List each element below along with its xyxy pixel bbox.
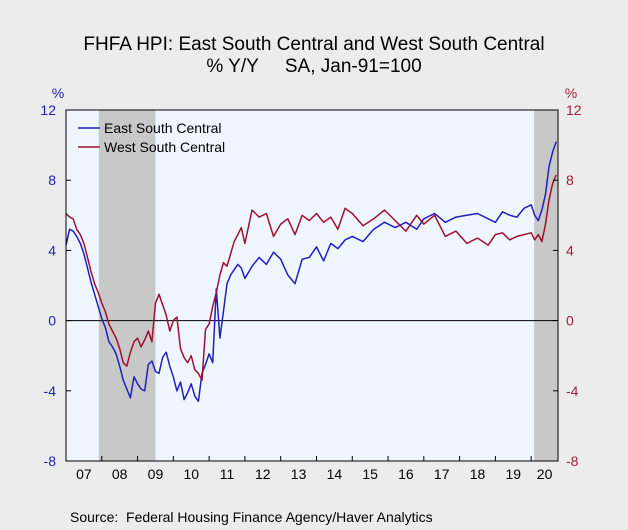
- y-tick-label-left: -4: [44, 383, 57, 399]
- recession-band-1: [534, 110, 558, 461]
- x-tick-label: 13: [291, 466, 307, 482]
- series-line-east-south-central: [65, 141, 557, 403]
- y-tick-label-left: 4: [48, 242, 56, 258]
- x-tick-label: 07: [76, 466, 92, 482]
- y-tick-label-right: 4: [566, 242, 574, 258]
- y-ticks-left: 12 8 4 0 -4 -8: [40, 102, 71, 469]
- y-ticks-right: 12 8 4 0 -4 -8: [553, 102, 582, 469]
- y-tick-label-left: 12: [40, 102, 56, 118]
- x-ticks: 07 08 09 10 11 12 13 14 15 16 17 18 19 20: [65, 456, 553, 482]
- x-tick-label: 17: [434, 466, 450, 482]
- x-tick-label: 15: [362, 466, 378, 482]
- y-tick-label-right: 12: [566, 102, 582, 118]
- source-note: Source: Federal Housing Finance Agency/H…: [70, 509, 433, 525]
- x-tick-label: 10: [183, 466, 199, 482]
- x-tick-label: 20: [537, 466, 553, 482]
- y-tick-label-right: -4: [566, 383, 579, 399]
- legend-label-east-south-central: East South Central: [104, 120, 222, 136]
- y-tick-label-right: -8: [566, 453, 579, 469]
- x-tick-label: 16: [398, 466, 414, 482]
- x-tick-label: 11: [220, 466, 235, 482]
- legend: East South Central West South Central: [78, 120, 225, 155]
- plot-frame: [65, 109, 559, 462]
- x-tick-label: 09: [148, 466, 164, 482]
- series-line-west-south-central: [65, 174, 557, 382]
- chart-title: FHFA HPI: East South Central and West So…: [83, 34, 544, 55]
- x-tick-label: 14: [327, 466, 343, 482]
- y-axis-label-right: %: [565, 85, 577, 101]
- x-tick-label: 08: [112, 466, 128, 482]
- y-tick-label-left: 8: [48, 172, 56, 188]
- y-tick-label-left: -8: [44, 453, 57, 469]
- x-tick-label: 19: [505, 466, 521, 482]
- legend-label-west-south-central: West South Central: [104, 139, 225, 155]
- recession-band-0: [98, 110, 156, 461]
- y-tick-label-right: 8: [566, 172, 574, 188]
- chart-subtitle: % Y/Y SA, Jan-91=100: [206, 56, 421, 77]
- series-lines: [65, 141, 557, 403]
- y-tick-label-right: 0: [566, 313, 574, 329]
- recession-bands: [98, 110, 558, 461]
- y-tick-label-left: 0: [48, 313, 56, 329]
- x-tick-label: 18: [470, 466, 486, 482]
- y-axis-label-left: %: [52, 85, 64, 101]
- x-tick-label: 12: [255, 466, 271, 482]
